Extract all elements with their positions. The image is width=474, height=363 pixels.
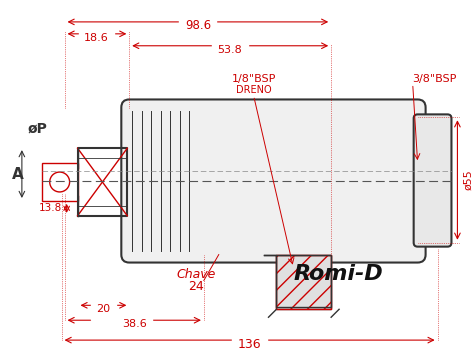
Text: 136: 136 bbox=[238, 338, 261, 351]
Bar bbox=[276, 254, 331, 309]
Text: 38.6: 38.6 bbox=[122, 319, 146, 329]
FancyBboxPatch shape bbox=[121, 99, 426, 262]
Text: 20: 20 bbox=[96, 304, 110, 314]
Text: 13.8: 13.8 bbox=[38, 203, 62, 213]
Text: 1/8"BSP: 1/8"BSP bbox=[231, 74, 276, 83]
Text: Romi-D: Romi-D bbox=[293, 265, 383, 285]
Text: øP: øP bbox=[28, 121, 48, 135]
Text: A: A bbox=[12, 167, 24, 182]
Bar bbox=[42, 163, 78, 201]
Text: Chave: Chave bbox=[176, 268, 216, 281]
FancyBboxPatch shape bbox=[414, 114, 451, 246]
Text: 24: 24 bbox=[188, 280, 204, 293]
Text: ø55: ø55 bbox=[464, 170, 474, 190]
Text: 3/8"BSP: 3/8"BSP bbox=[413, 74, 457, 83]
Text: 53.8: 53.8 bbox=[218, 45, 242, 55]
Text: 18.6: 18.6 bbox=[84, 33, 109, 43]
Text: 98.6: 98.6 bbox=[185, 19, 211, 32]
Bar bbox=[276, 254, 331, 309]
Text: DRENO: DRENO bbox=[236, 85, 272, 94]
